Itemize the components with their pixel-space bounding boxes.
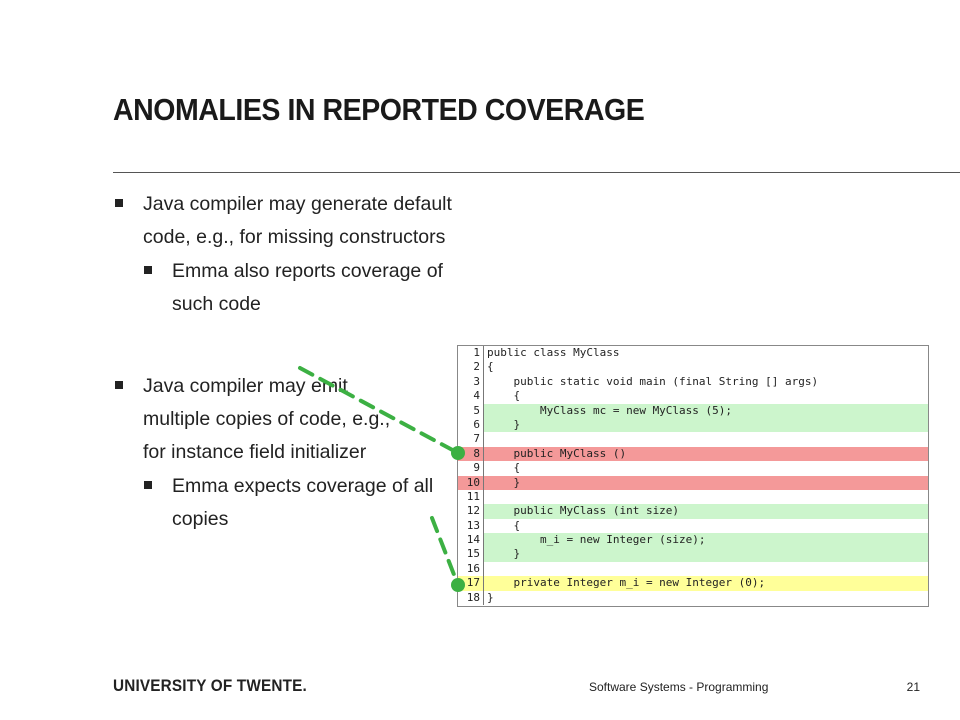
line-number: 14 xyxy=(458,533,484,548)
sub-bullet-item: Emma also reports coverage of such code xyxy=(113,255,463,321)
code-line: 12 public MyClass (int size) xyxy=(458,504,928,519)
line-number: 16 xyxy=(458,561,484,577)
line-number: 2 xyxy=(458,360,484,375)
code-text: public MyClass () xyxy=(484,446,928,462)
code-text: } xyxy=(484,475,928,490)
line-number: 10 xyxy=(458,475,484,490)
code-line: 13 { xyxy=(458,518,928,534)
bullet-item: Java compiler may emit multiple copies o… xyxy=(113,370,403,469)
line-number: 6 xyxy=(458,417,484,433)
line-number: 1 xyxy=(458,346,484,361)
line-number: 8 xyxy=(458,446,484,462)
line-number: 5 xyxy=(458,403,484,418)
line-number: 11 xyxy=(458,489,484,505)
footer-course-name: Software Systems - Programming xyxy=(589,680,769,694)
slide-title: ANOMALIES IN REPORTED COVERAGE xyxy=(113,92,645,127)
code-text: private Integer m_i = new Integer (0); xyxy=(484,576,928,591)
code-line: 11 xyxy=(458,489,928,505)
code-text: public MyClass (int size) xyxy=(484,504,928,519)
code-line: 1 public class MyClass xyxy=(458,346,928,361)
bullet-text: Emma also reports coverage of such code xyxy=(172,260,443,315)
line-number: 4 xyxy=(458,389,484,404)
code-text: { xyxy=(487,360,494,374)
line-number: 18 xyxy=(458,590,484,606)
connector-dot-default-constructor xyxy=(451,446,465,460)
connector-line-field-initializer xyxy=(430,516,460,587)
line-number: 13 xyxy=(458,518,484,534)
code-line: 14 m_i = new Integer (size); xyxy=(458,533,928,548)
code-text: } xyxy=(484,547,928,562)
code-text: public static void main (final String []… xyxy=(487,374,819,388)
line-number: 15 xyxy=(458,547,484,562)
square-bullet-icon xyxy=(144,481,152,489)
code-line: 8 public MyClass () xyxy=(458,446,928,462)
square-bullet-icon xyxy=(115,199,123,207)
code-line: 10 } xyxy=(458,475,928,490)
code-line: 7 xyxy=(458,432,928,447)
code-line: 5 MyClass mc = new MyClass (5); xyxy=(458,403,928,418)
code-line: 4 { xyxy=(458,389,928,404)
bullet-text: Java compiler may generate default code,… xyxy=(143,193,452,248)
code-text: } xyxy=(487,590,494,604)
code-text: { xyxy=(487,461,521,475)
code-text: public class MyClass xyxy=(487,346,620,359)
code-line: 18} xyxy=(458,590,928,606)
square-bullet-icon xyxy=(144,266,152,274)
connector-line-default-constructor xyxy=(298,366,460,455)
connector-dot-field-initializer xyxy=(451,578,465,592)
bullet-text: Java compiler may emit multiple copies o… xyxy=(143,375,391,463)
bullet-item: Java compiler may generate default code,… xyxy=(113,188,463,254)
code-line: 2{ xyxy=(458,360,928,375)
code-text: MyClass mc = new MyClass (5); xyxy=(484,403,928,418)
page-number: 21 xyxy=(906,680,920,694)
code-line: 16 xyxy=(458,561,928,577)
code-coverage-listing: 1 public class MyClass 2{3 public static v… xyxy=(457,345,929,607)
bullet-text: Emma expects coverage of all copies xyxy=(172,475,434,530)
code-text: { xyxy=(487,389,521,403)
bullet-list: Java compiler may generate default code,… xyxy=(113,188,463,536)
sub-bullet-item: Emma expects coverage of all copies xyxy=(113,470,452,536)
line-number: 7 xyxy=(458,432,484,447)
line-number: 3 xyxy=(458,374,484,390)
line-number: 12 xyxy=(458,504,484,519)
title-divider xyxy=(113,172,960,173)
code-line: 3 public static void main (final String … xyxy=(458,374,928,390)
code-line: 9 { xyxy=(458,461,928,476)
square-bullet-icon xyxy=(115,381,123,389)
code-text: } xyxy=(484,417,928,433)
code-text: m_i = new Integer (size); xyxy=(484,533,928,548)
code-line: 15 } xyxy=(458,547,928,562)
university-logo: UNIVERSITY OF TWENTE. xyxy=(113,676,307,695)
code-line: 6 } xyxy=(458,417,928,433)
line-number: 9 xyxy=(458,461,484,476)
code-text: { xyxy=(487,518,521,532)
